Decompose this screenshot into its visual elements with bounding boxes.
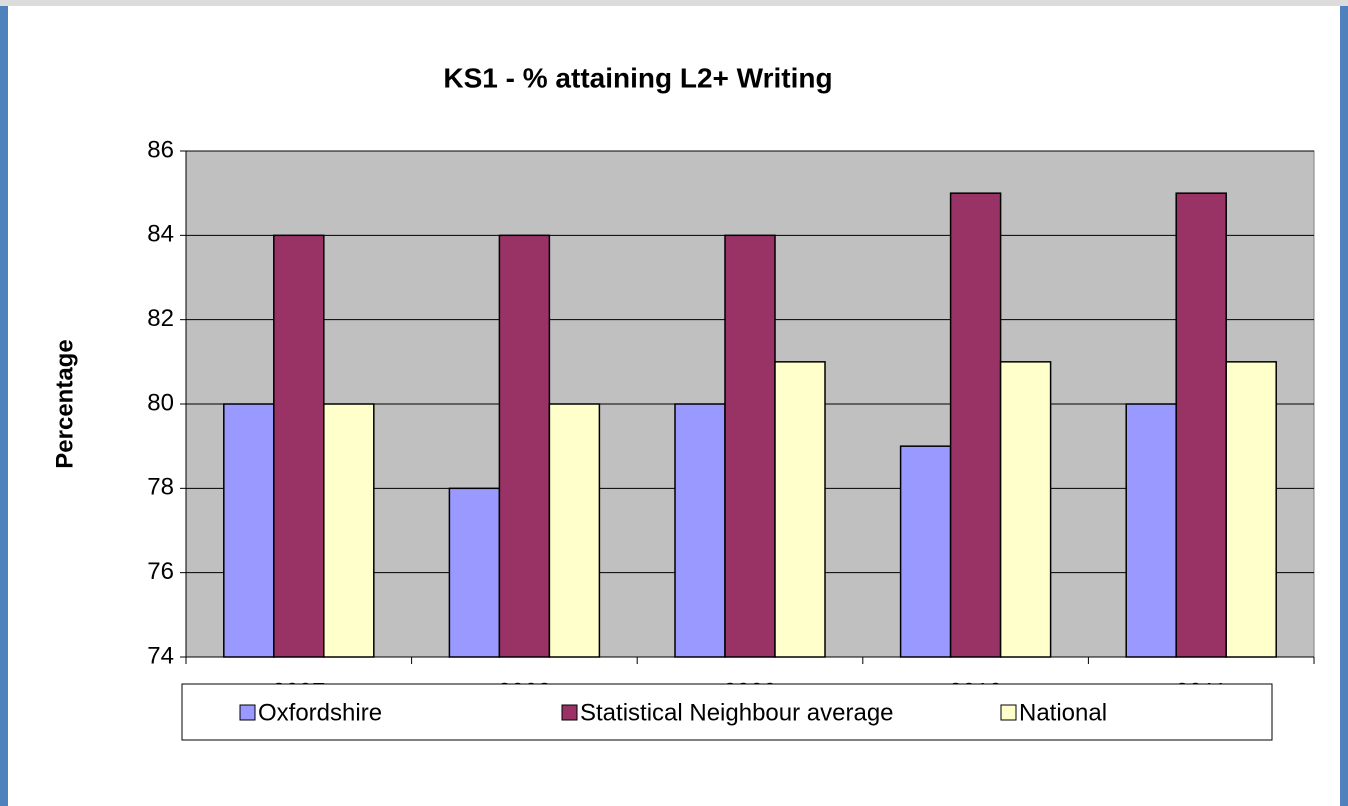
y-tick-label: 74 (147, 642, 174, 669)
bar (498, 234, 551, 658)
bar (674, 403, 726, 658)
y-tick-label: 80 (147, 389, 174, 416)
bar (999, 361, 1052, 658)
legend-box (181, 683, 1273, 741)
bar (899, 445, 952, 658)
legend-swatch (1000, 704, 1017, 721)
legend-swatch (561, 704, 578, 721)
y-tick-label: 86 (147, 136, 174, 163)
bar (1175, 192, 1227, 658)
legend-label: National (1019, 699, 1107, 726)
legend-swatch (239, 704, 256, 721)
bar (1225, 361, 1277, 658)
legend-label: Statistical Neighbour average (580, 699, 894, 726)
y-tick-label: 76 (147, 558, 174, 585)
bar (273, 234, 325, 658)
y-tick-label: 78 (147, 474, 174, 501)
legend-label: Oxfordshire (258, 699, 382, 726)
chart-title: KS1 - % attaining L2+ Writing (443, 62, 832, 93)
bar (949, 192, 1002, 658)
bar (548, 403, 601, 658)
y-tick-label: 84 (147, 221, 174, 248)
y-axis-label: Percentage (51, 339, 78, 468)
bar (1125, 403, 1177, 658)
bar (448, 487, 501, 658)
bar (223, 403, 275, 658)
bar (724, 234, 776, 658)
bar (323, 403, 375, 658)
y-tick-label: 82 (147, 305, 174, 332)
bar (774, 361, 826, 658)
